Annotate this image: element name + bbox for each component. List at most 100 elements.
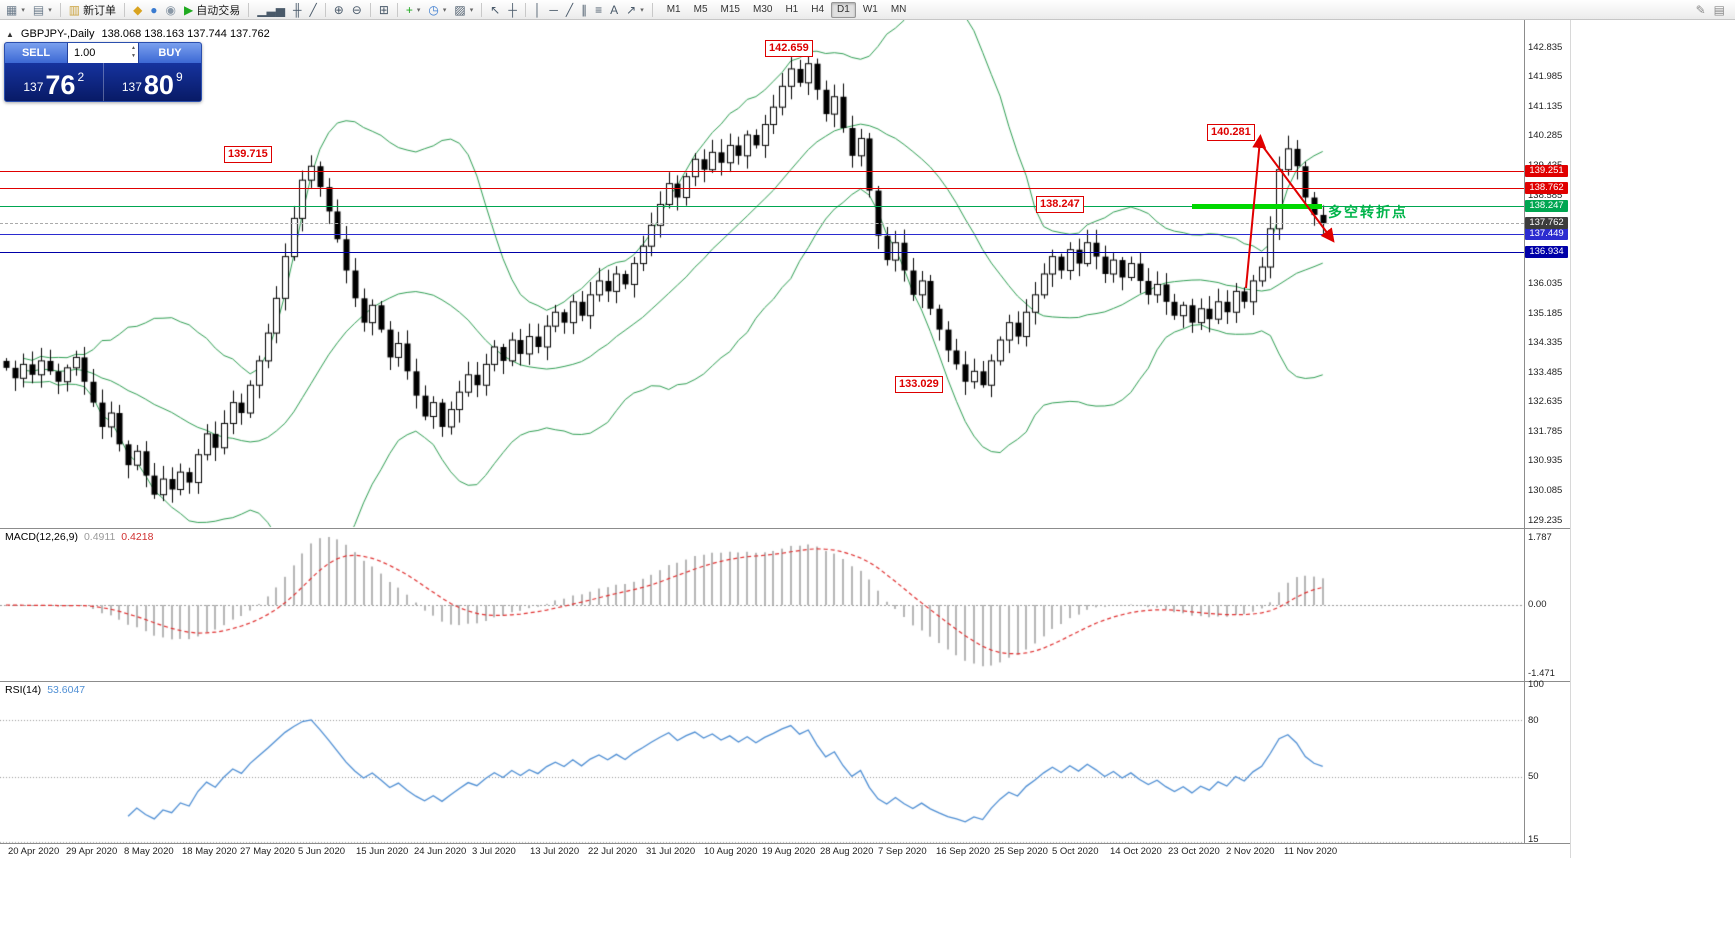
zoom-in-icon: ⊕ <box>333 2 344 17</box>
buy-price-prefix: 137 <box>121 80 142 94</box>
price-axis-tick: 131.785 <box>1528 425 1563 437</box>
horizontal-line-object[interactable] <box>0 252 1524 253</box>
cursor-icon[interactable]: ↖ <box>486 1 504 19</box>
toolbar-separator <box>369 2 371 17</box>
profiles-icon: ▤ <box>32 2 45 17</box>
price-axis-tick: 138.585 <box>1528 189 1563 201</box>
timeframe-m1[interactable]: M1 <box>666 3 681 15</box>
price-callout[interactable]: 138.247 <box>1036 196 1084 213</box>
sell-price-prefix: 137 <box>23 80 44 94</box>
volume-down-icon[interactable]: ▼ <box>131 53 136 59</box>
chevron-down-icon: ▾ <box>442 6 447 14</box>
trendline-icon[interactable]: ╱ <box>562 1 577 19</box>
current-price-line <box>0 223 1524 224</box>
help-icon[interactable]: ◉ <box>162 1 180 19</box>
macd-axis-max: 1.787 <box>1528 532 1552 543</box>
indicators-button[interactable]: + ▾ <box>402 1 425 19</box>
date-label: 5 Jun 2020 <box>298 846 346 857</box>
support-level-highlight[interactable] <box>1192 204 1322 210</box>
zoom-in-icon[interactable]: ⊕ <box>330 1 348 19</box>
rsi-axis-100: 100 <box>1528 679 1544 690</box>
text-tool-icon[interactable]: A <box>606 1 622 19</box>
timeframe-m15[interactable]: M15 <box>720 3 740 15</box>
periods-button[interactable]: ◷ ▾ <box>424 1 450 19</box>
horizontal-line-object[interactable] <box>0 206 1524 207</box>
price-axis-tick: 132.635 <box>1528 396 1563 408</box>
vertical-line-icon[interactable]: │ <box>530 1 546 19</box>
templates-button[interactable]: ▨ ▾ <box>450 1 477 19</box>
arrows-tool-icon: ↗ <box>626 2 637 17</box>
toolbar-extra-icon-2[interactable]: ▤ <box>1713 2 1725 17</box>
channel-icon[interactable]: ∥ <box>577 1 591 19</box>
autotrade-button-label: 自动交易 <box>196 4 241 17</box>
toolbar-separator <box>524 2 526 17</box>
sell-price[interactable]: 137 76 2 <box>5 63 104 101</box>
volume-input[interactable] <box>68 44 138 62</box>
timeframe-d1[interactable]: D1 <box>831 1 856 18</box>
horizontal-line-object[interactable] <box>0 234 1524 235</box>
new-order-button[interactable]: ▥ 新订单 <box>65 1 120 19</box>
chart-annotation-text[interactable]: 多空转折点 <box>1328 204 1408 220</box>
buy-price[interactable]: 137 80 9 <box>104 63 202 101</box>
price-callout[interactable]: 139.715 <box>224 146 272 163</box>
templates-icon: ▨ <box>454 2 466 17</box>
date-label: 11 Nov 2020 <box>1284 846 1338 857</box>
buy-button[interactable]: BUY <box>139 43 201 63</box>
autotrade-button[interactable]: ▶ 自动交易 <box>180 1 244 19</box>
sell-button[interactable]: SELL <box>5 43 67 63</box>
timeframe-h4[interactable]: H4 <box>811 3 825 15</box>
panel-separator-rsi[interactable] <box>0 681 1570 682</box>
metaeditor-icon: ◆ <box>133 2 143 17</box>
channel-icon: ∥ <box>581 2 588 17</box>
one-click-trading-panel: SELL ▲ ▼ BUY 137 76 2 137 80 9 <box>4 42 202 102</box>
chart-window[interactable]: 142.835141.985141.135140.285139.435138.5… <box>0 20 1571 858</box>
market-icon[interactable]: ● <box>146 1 161 19</box>
line-chart-icon: ╱ <box>309 2 317 17</box>
fibonacci-icon[interactable]: ≡ <box>591 1 606 19</box>
arrows-tool-icon[interactable]: ↗ ▾ <box>622 1 648 19</box>
volume-up-icon[interactable]: ▲ <box>131 45 136 51</box>
price-callout[interactable]: 140.281 <box>1207 124 1255 141</box>
horizontal-line-object[interactable] <box>0 188 1524 189</box>
buy-price-pip: 9 <box>175 70 183 84</box>
new-order-button-label: 新订单 <box>83 4 117 17</box>
timeframe-toolbar: M1 M5 M15 M30 H1 H4 D1 W1 MN <box>661 1 913 18</box>
date-label: 13 Jul 2020 <box>530 846 580 857</box>
toolbar-separator <box>481 2 483 17</box>
horizontal-line-icon[interactable]: ─ <box>545 1 562 19</box>
date-label: 2 Nov 2020 <box>1226 846 1275 857</box>
timeframe-h1[interactable]: H1 <box>785 3 799 15</box>
timeframe-mn[interactable]: MN <box>890 3 907 15</box>
candlestick-chart-icon[interactable]: ╫ <box>289 1 306 19</box>
crosshair-icon[interactable]: ┼ <box>504 1 521 19</box>
timeframe-m5[interactable]: M5 <box>693 3 708 15</box>
current-price-badge: 137.762 <box>1525 217 1568 230</box>
chevron-down-icon: ▾ <box>640 6 644 14</box>
metaeditor-icon[interactable]: ◆ <box>129 1 146 19</box>
bar-chart-icon[interactable]: ▁▃▅ <box>253 1 289 19</box>
zoom-out-icon[interactable]: ⊖ <box>348 1 366 19</box>
panel-separator-macd[interactable] <box>0 528 1570 529</box>
new-chart-icon: ▦ <box>6 2 18 17</box>
date-label: 10 Aug 2020 <box>704 846 758 857</box>
bar-chart-icon: ▁▃▅ <box>257 2 285 17</box>
date-label: 27 May 2020 <box>240 846 295 857</box>
toolbar-extra-icon-1[interactable]: ✎ <box>1695 2 1706 17</box>
price-callout[interactable]: 133.029 <box>895 376 943 393</box>
tile-windows-icon[interactable]: ⊞ <box>375 1 393 19</box>
text-tool-icon: A <box>610 2 619 17</box>
price-callout[interactable]: 142.659 <box>765 40 813 57</box>
line-chart-icon[interactable]: ╱ <box>305 1 320 19</box>
price-axis-tick: 134.335 <box>1528 337 1563 349</box>
profiles-button[interactable]: ▤ ▾ <box>29 1 56 19</box>
chevron-down-icon: ▾ <box>21 6 25 14</box>
horizontal-line-object[interactable] <box>0 171 1524 172</box>
date-label: 16 Sep 2020 <box>936 846 990 857</box>
new-chart-button[interactable]: ▦ ▾ <box>2 1 29 19</box>
price-axis-tick: 142.835 <box>1528 41 1563 53</box>
timeframe-w1[interactable]: W1 <box>862 3 878 15</box>
one-click-collapse-icon[interactable]: ▲ <box>6 29 14 39</box>
rsi-name: RSI(14) <box>5 684 42 696</box>
price-axis-badge: 137.449 <box>1525 228 1568 241</box>
timeframe-m30[interactable]: M30 <box>752 3 773 15</box>
